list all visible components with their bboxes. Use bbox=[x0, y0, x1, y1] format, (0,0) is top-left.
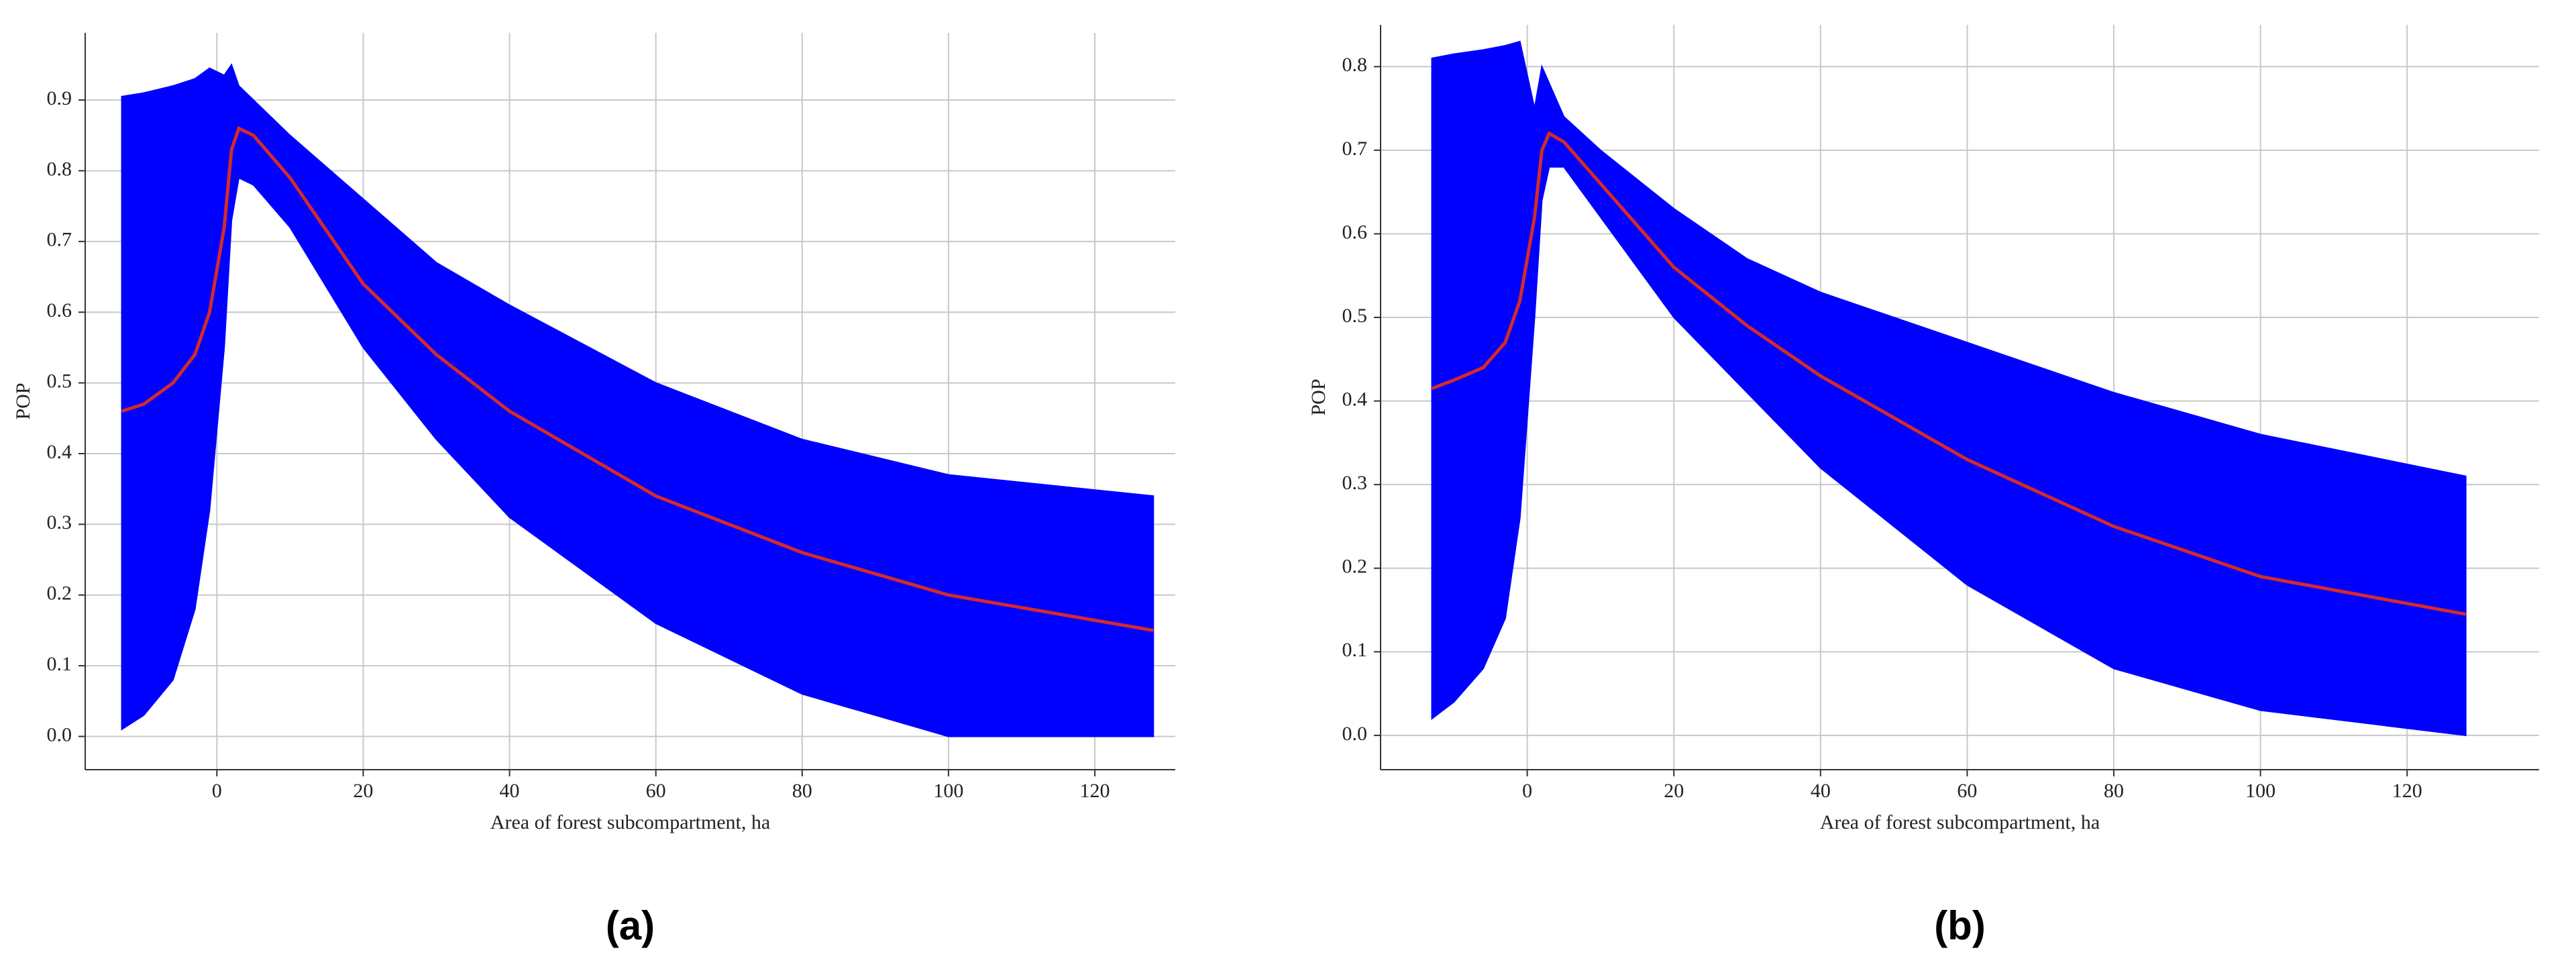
y-tick-label: 0.2 bbox=[1342, 556, 1368, 578]
x-tick-label: 40 bbox=[1811, 780, 1831, 802]
x-tick-label: 0 bbox=[212, 780, 222, 802]
y-tick-label: 0.3 bbox=[47, 511, 72, 533]
x-tick-label: 20 bbox=[353, 780, 373, 802]
y-tick-label: 0.0 bbox=[1342, 723, 1368, 745]
y-axis-label: POP bbox=[1307, 378, 1330, 415]
y-tick-label: 0.3 bbox=[1342, 472, 1368, 494]
x-tick-label: 0 bbox=[1522, 780, 1532, 802]
x-tick-label: 120 bbox=[2392, 780, 2422, 802]
mean-line bbox=[121, 125, 1154, 632]
y-tick-label: 0.2 bbox=[47, 582, 72, 605]
x-tick-label: 60 bbox=[1957, 780, 1977, 802]
band-area bbox=[1431, 40, 2467, 737]
y-tick-label: 0.1 bbox=[1342, 639, 1368, 661]
y-tick-label: 0.6 bbox=[47, 299, 72, 321]
band-area bbox=[121, 63, 1155, 737]
y-tick-label: 0.5 bbox=[47, 370, 72, 392]
x-axis-label: Area of forest subcompartment, ha bbox=[490, 811, 770, 833]
y-tick-label: 0.4 bbox=[1342, 388, 1368, 410]
x-tick-label: 40 bbox=[500, 780, 520, 802]
y-tick-label: 0.4 bbox=[47, 441, 72, 463]
y-tick-label: 0.8 bbox=[47, 158, 72, 180]
y-tick-label: 0.7 bbox=[1342, 138, 1368, 160]
mean-line bbox=[1431, 131, 2467, 616]
x-tick-label: 100 bbox=[2245, 780, 2275, 802]
y-tick-label: 0.5 bbox=[1342, 305, 1368, 327]
x-tick-label: 100 bbox=[933, 780, 963, 802]
x-tick-label: 80 bbox=[792, 780, 812, 802]
y-tick-label: 0.6 bbox=[1342, 221, 1368, 243]
panel-label: (a) bbox=[606, 903, 655, 948]
y-tick-label: 0.0 bbox=[47, 723, 72, 746]
y-tick-label: 0.8 bbox=[1342, 54, 1368, 76]
y-tick-label: 0.7 bbox=[47, 229, 72, 251]
panel-label: (b) bbox=[1934, 903, 1986, 948]
y-tick-label: 0.1 bbox=[47, 653, 72, 675]
y-axis-label: POP bbox=[12, 382, 34, 419]
y-tick-label: 0.9 bbox=[47, 87, 72, 109]
x-tick-label: 120 bbox=[1080, 780, 1110, 802]
x-tick-label: 20 bbox=[1664, 780, 1684, 802]
x-axis-label: Area of forest subcompartment, ha bbox=[1820, 811, 2100, 833]
x-tick-label: 60 bbox=[646, 780, 666, 802]
x-tick-label: 80 bbox=[2104, 780, 2124, 802]
